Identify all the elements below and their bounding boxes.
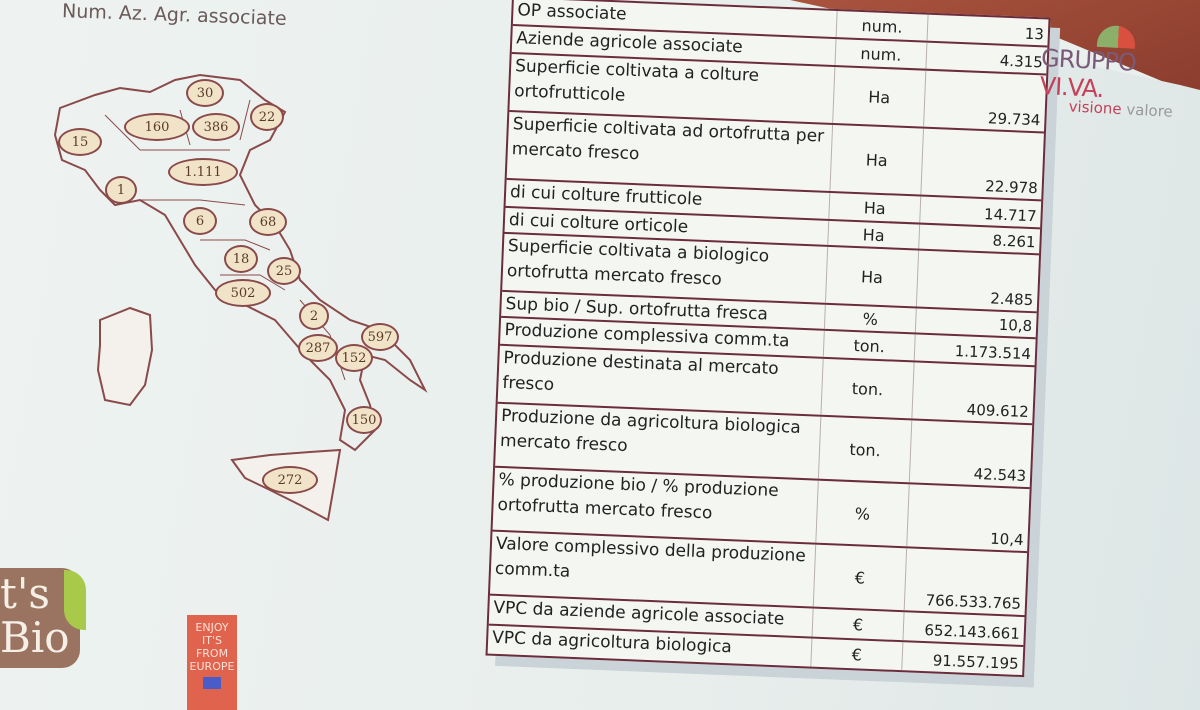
row-unit: %: [816, 480, 910, 547]
region-count-bubble: 272: [262, 466, 318, 494]
row-label: % produzione bio / % produzione ortofrut…: [492, 467, 819, 543]
row-unit: num.: [836, 11, 929, 41]
row-value: 10,4: [989, 529, 1024, 549]
row-value: 14.717: [983, 205, 1037, 226]
gruppo-viva-logo: GRUPPO VI.VA. visione valore: [1038, 24, 1200, 122]
row-unit: ton.: [818, 416, 913, 483]
region-count-bubble: 30: [186, 79, 224, 107]
region-count-bubble: 18: [224, 245, 258, 273]
region-count-bubble: 287: [298, 334, 338, 362]
region-count-bubble: 68: [249, 208, 287, 236]
row-value: 2.485: [989, 289, 1034, 310]
region-count-bubble: 386: [192, 113, 240, 141]
region-count-bubble: 15: [58, 128, 102, 156]
row-value: 8.261: [992, 231, 1036, 252]
row-unit: ton.: [823, 330, 916, 361]
row-value: 1.173.514: [954, 342, 1032, 364]
statistics-table: OP associate num. 13 Aziende agricole assoc…: [485, 0, 1051, 678]
region-count-bubble: 150: [346, 406, 382, 434]
row-value: 766.533.765: [925, 591, 1022, 613]
leaf-icon: [64, 570, 86, 630]
region-count-bubble: 502: [215, 279, 271, 307]
row-unit: %: [824, 304, 917, 333]
row-value: 29.734: [987, 109, 1041, 130]
row-unit: Ha: [825, 246, 920, 307]
row-unit: ton.: [821, 358, 915, 419]
logo-sub: valore: [1125, 100, 1174, 121]
row-value: 22.978: [984, 177, 1039, 198]
region-count-bubble: 160: [124, 113, 190, 141]
row-unit: €: [812, 608, 905, 641]
row-unit: €: [811, 638, 904, 671]
enjoy-europe-logo: ENJOY IT'S FROM EUROPE: [187, 615, 237, 710]
sardinia-outline: [96, 306, 154, 407]
eu-flag-icon: [203, 677, 221, 689]
row-value: 652.143.661: [924, 621, 1021, 643]
row-label: Superficie coltivata ad ortofrutta per m…: [506, 111, 834, 191]
region-count-bubble: 25: [267, 257, 301, 285]
row-label: Valore complessivo della produzione comm…: [489, 531, 817, 607]
row-unit: €: [813, 544, 908, 611]
row-unit: Ha: [829, 192, 922, 223]
region-count-bubble: 22: [250, 103, 284, 131]
row-value: 13: [1024, 24, 1045, 44]
region-count-bubble: 1: [105, 176, 137, 204]
row-unit: Ha: [833, 67, 927, 127]
region-count-bubble: 6: [183, 207, 217, 235]
row-value: 4.315: [999, 51, 1044, 72]
region-count-bubble: 1.111: [168, 158, 238, 186]
row-value: 10,8: [998, 315, 1033, 336]
its-bio-logo: t's Bio: [0, 568, 80, 668]
row-value: 91.557.195: [932, 651, 1019, 673]
row-unit: Ha: [828, 220, 921, 249]
row-unit: num.: [835, 39, 928, 69]
row-label: Produzione da agricoltura biologica merc…: [495, 403, 822, 479]
row-unit: Ha: [830, 124, 925, 195]
region-count-bubble: 597: [361, 323, 399, 351]
logo-sub-accent: visione: [1068, 97, 1127, 119]
region-count-bubble: 152: [335, 344, 373, 372]
row-value: 42.543: [973, 464, 1027, 486]
row-value: 409.612: [966, 400, 1030, 422]
region-count-bubble: 2: [299, 302, 329, 330]
